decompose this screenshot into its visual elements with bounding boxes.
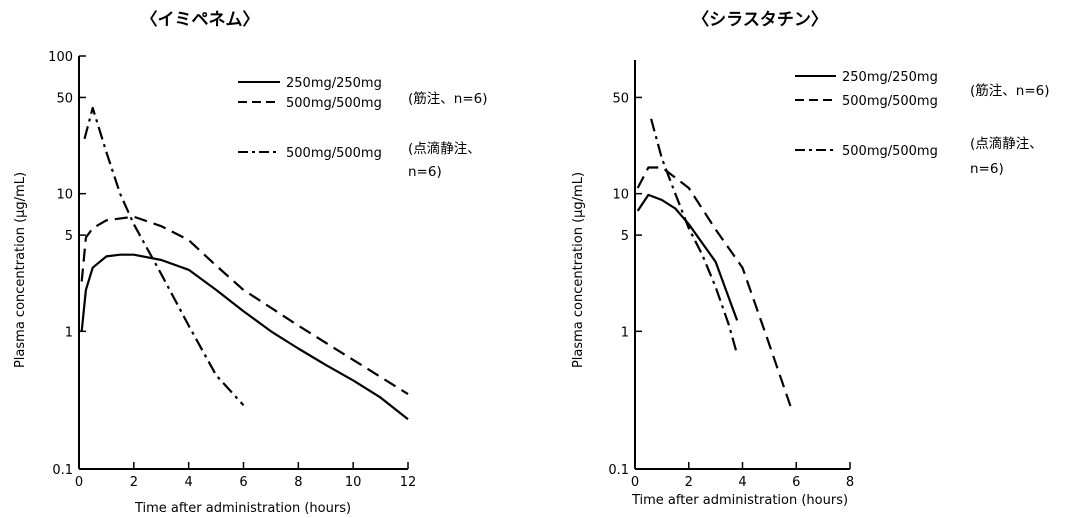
- x-tick-label: 0: [631, 475, 639, 490]
- legend-label: 250mg/250mg: [842, 70, 938, 85]
- legend-note: (筋注、n=6): [970, 82, 1050, 99]
- y-tick-label: 0.1: [608, 463, 629, 478]
- legend-label: 250mg/250mg: [286, 76, 382, 91]
- legend-label: 500mg/500mg: [286, 146, 382, 161]
- y-tick-label: 0.1: [52, 463, 73, 478]
- y-axis-label: Plasma concentration (μg/mL): [571, 172, 586, 368]
- chart-title: 〈シラスタチン〉: [692, 9, 828, 30]
- legend-label: 500mg/500mg: [842, 94, 938, 109]
- y-tick-label: 10: [612, 188, 629, 203]
- chart-1: 〈イミペネム〉 0.1 1 5 10 50 100 0 2 4 6 8 10 12 Time after a…: [13, 9, 488, 516]
- x-tick-label: 4: [738, 475, 746, 490]
- x-tick-label: 8: [846, 475, 854, 490]
- x-tick-label: 4: [185, 475, 193, 490]
- y-tick-label: 1: [621, 325, 629, 340]
- series-line-solid: [80, 253, 409, 421]
- chart-2: 〈シラスタチン〉 0.1 1 5 10 50 0 2 4 6 8 Time after adminis…: [571, 9, 1050, 508]
- x-tick-label: 2: [130, 475, 138, 490]
- y-tick-label: 50: [56, 91, 73, 106]
- legend-note: (筋注、n=6): [408, 90, 488, 107]
- series-line-dashed: [80, 215, 409, 396]
- x-tick-label: 12: [400, 475, 417, 490]
- x-axis-label: Time after administration (hours): [134, 501, 351, 516]
- x-tick-label: 8: [294, 475, 302, 490]
- legend-note: n=6): [408, 164, 442, 180]
- y-tick-label: 10: [56, 188, 73, 203]
- y-tick-label: 5: [621, 229, 629, 244]
- y-tick-label: 1: [65, 325, 73, 340]
- x-axis-label: Time after administration (hours): [631, 493, 848, 508]
- series-line-dashed: [636, 166, 792, 408]
- legend-note: (点滴静注、: [970, 135, 1043, 152]
- x-tick-label: 0: [75, 475, 83, 490]
- y-tick-label: 5: [65, 229, 73, 244]
- x-tick-label: 6: [792, 475, 800, 490]
- y-tick-label: 100: [48, 50, 73, 65]
- x-tick-label: 2: [685, 475, 693, 490]
- legend-note: (点滴静注、: [408, 140, 481, 157]
- x-tick-label: 6: [239, 475, 247, 490]
- legend-note: n=6): [970, 161, 1004, 177]
- y-tick-label: 50: [612, 91, 629, 106]
- legend-label: 500mg/500mg: [842, 144, 938, 159]
- series-line-dashdot: [650, 118, 739, 355]
- chart-title: 〈イミペネム〉: [141, 9, 260, 30]
- y-axis-label: Plasma concentration (μg/mL): [13, 172, 28, 368]
- series-line-solid: [636, 193, 739, 321]
- x-tick-label: 10: [345, 475, 362, 490]
- legend-label: 500mg/500mg: [286, 96, 382, 111]
